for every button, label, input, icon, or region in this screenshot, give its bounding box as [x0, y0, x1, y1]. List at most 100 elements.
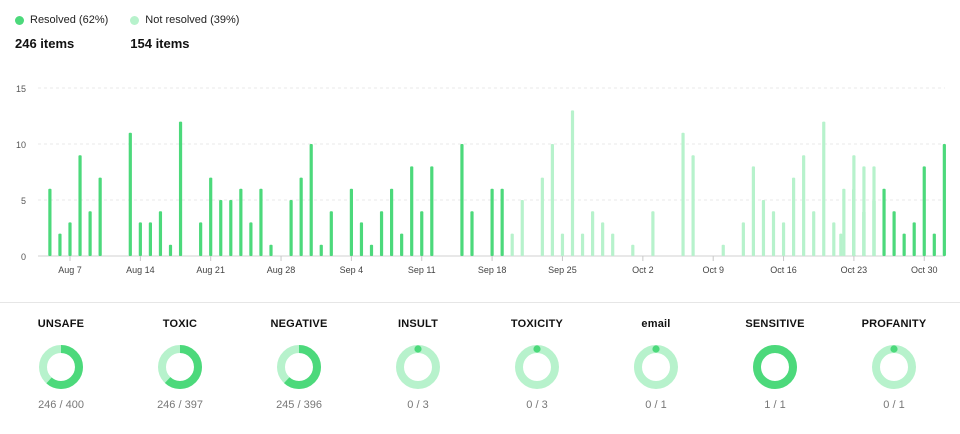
- bar: [148, 222, 152, 256]
- chart-legend: Resolved (62%) 246 items Not resolved (3…: [15, 14, 261, 51]
- bar: [862, 166, 866, 256]
- bar: [369, 244, 374, 256]
- category-ratio: 0 / 3: [407, 399, 429, 411]
- category-donut: [396, 345, 440, 389]
- bar: [681, 132, 685, 256]
- category-unsafe[interactable]: UNSAFE 246 / 400: [1, 318, 121, 411]
- bar: [922, 166, 926, 256]
- bar: [912, 222, 916, 256]
- bar: [390, 188, 394, 256]
- donut-zero-marker: [414, 345, 422, 353]
- bar: [48, 188, 52, 256]
- bar: [741, 222, 745, 256]
- category-sensitive[interactable]: SENSITIVE 1 / 1: [715, 318, 835, 411]
- bar: [872, 166, 876, 256]
- donut-track: [515, 345, 559, 389]
- category-toxic[interactable]: TOXIC 246 / 397: [120, 318, 240, 411]
- bar: [792, 177, 796, 256]
- y-tick-label: 15: [16, 84, 26, 94]
- x-tick-label: Sep 11: [408, 265, 436, 275]
- bar: [520, 200, 524, 256]
- category-ratio: 246 / 400: [38, 399, 84, 411]
- bar: [691, 155, 695, 256]
- x-tick-label: Aug 21: [196, 265, 225, 275]
- category-label: email: [641, 318, 671, 330]
- x-tick-label: Oct 2: [632, 265, 654, 275]
- category-ratio: 1 / 1: [764, 399, 786, 411]
- y-tick-label: 5: [21, 196, 26, 206]
- legend-not-resolved[interactable]: Not resolved (39%) 154 items: [130, 14, 239, 51]
- bar: [490, 188, 494, 256]
- bar: [550, 144, 554, 256]
- bar: [349, 188, 353, 256]
- category-email[interactable]: email 0 / 1: [596, 318, 716, 411]
- category-donut: [158, 345, 202, 389]
- section-divider: [0, 302, 960, 303]
- bar: [239, 188, 243, 256]
- bar: [289, 200, 293, 256]
- x-tick-label: Sep 18: [478, 265, 507, 275]
- bar: [68, 222, 72, 256]
- donut-zero-marker: [533, 345, 541, 353]
- category-ratio: 0 / 1: [645, 399, 667, 411]
- donut-zero-marker: [890, 345, 898, 353]
- not-resolved-label: Not resolved (39%): [145, 14, 240, 26]
- category-label: SENSITIVE: [745, 318, 805, 330]
- donut-track: [396, 345, 440, 389]
- donut-track: [634, 345, 678, 389]
- category-donut: [872, 345, 916, 389]
- bar: [168, 244, 173, 256]
- x-tick-label: Aug 14: [126, 265, 155, 275]
- bar: [319, 244, 323, 256]
- bar: [199, 222, 203, 256]
- category-ratio: 246 / 397: [157, 399, 203, 411]
- resolved-count: 246 items: [15, 36, 75, 51]
- category-donut: [634, 345, 678, 389]
- bar: [98, 177, 102, 256]
- donut-resolved-arc: [753, 345, 797, 389]
- x-tick-label: Sep 25: [548, 265, 577, 275]
- bar: [420, 211, 424, 256]
- category-profanity[interactable]: PROFANITY 0 / 1: [834, 318, 954, 411]
- category-donut: [277, 345, 321, 389]
- bar: [721, 244, 725, 256]
- bar: [852, 155, 856, 256]
- category-donut: [39, 345, 83, 389]
- bar: [259, 188, 263, 256]
- bar: [611, 233, 615, 256]
- donut-track: [872, 345, 916, 389]
- bar: [219, 200, 223, 256]
- x-tick-label: Oct 23: [841, 265, 868, 275]
- category-label: INSULT: [397, 318, 439, 330]
- category-label: TOXICITY: [510, 318, 564, 330]
- bar: [771, 211, 776, 256]
- bar: [299, 177, 303, 256]
- donut-resolved-arc: [158, 345, 202, 389]
- x-tick-label: Sep 4: [340, 265, 364, 275]
- category-insult[interactable]: INSULT 0 / 3: [358, 318, 478, 411]
- category-toxicity[interactable]: TOXICITY 0 / 3: [477, 318, 597, 411]
- category-ratio: 0 / 3: [526, 399, 548, 411]
- y-tick-label: 0: [21, 252, 26, 262]
- donut-resolved-arc: [277, 345, 321, 389]
- bar: [822, 121, 826, 256]
- resolved-dot-icon: [15, 15, 24, 25]
- category-negative[interactable]: NEGATIVE 245 / 396: [239, 318, 359, 411]
- bar: [229, 200, 233, 256]
- category-breakdown: UNSAFE 246 / 400 TOXIC 246 / 397 NEGATIVE 245…: [0, 318, 960, 428]
- bar: [249, 222, 253, 256]
- donut-zero-marker: [652, 345, 660, 353]
- bar-chart: 0 5 10 15 Aug 7 Aug 14 Aug 21 Aug 28 Sep 4 Sep 11…: [16, 84, 946, 275]
- bar: [400, 233, 404, 256]
- legend-resolved[interactable]: Resolved (62%) 246 items: [15, 14, 108, 51]
- bar: [128, 132, 132, 256]
- bar: [591, 211, 595, 256]
- bar: [269, 244, 273, 256]
- bar: [158, 211, 163, 256]
- category-label: TOXIC: [162, 318, 198, 330]
- category-label: PROFANITY: [861, 318, 927, 330]
- bar: [812, 211, 816, 256]
- category-donut: [753, 345, 797, 389]
- bar: [839, 233, 843, 256]
- x-tick-label: Oct 30: [911, 265, 938, 275]
